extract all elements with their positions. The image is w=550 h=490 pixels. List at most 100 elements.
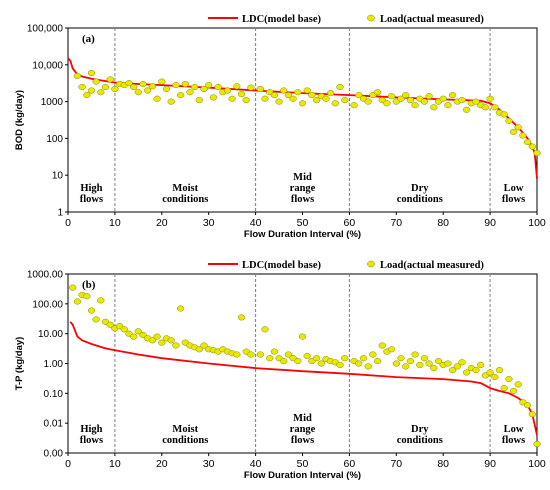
zone-label: range — [290, 183, 316, 194]
load-point — [120, 326, 128, 333]
y-tick-label: 10,000 — [32, 60, 63, 71]
load-point — [73, 72, 82, 79]
load-point — [448, 367, 457, 374]
load-point — [500, 385, 508, 392]
load-point — [509, 128, 518, 135]
load-point — [237, 91, 246, 98]
zone-label: flows — [80, 435, 103, 446]
load-point — [186, 89, 194, 96]
load-point — [500, 111, 508, 118]
x-tick-label: 90 — [484, 458, 496, 470]
load-point — [162, 85, 171, 93]
load-point — [130, 333, 138, 340]
load-point — [448, 92, 457, 99]
load-point — [533, 149, 541, 157]
load-point — [125, 79, 133, 87]
load-point — [387, 346, 396, 353]
load-point — [87, 307, 96, 314]
load-point — [528, 411, 536, 418]
load-point — [294, 89, 302, 96]
load-point — [233, 83, 241, 90]
load-point — [486, 95, 494, 102]
x-tick-label: 100 — [528, 458, 546, 470]
x-tick-label: 30 — [203, 458, 215, 470]
load-point — [261, 326, 269, 333]
load-point — [167, 337, 175, 344]
x-tick-label: 0 — [65, 217, 71, 229]
load-point — [523, 402, 532, 409]
load-point — [312, 97, 321, 104]
load-point — [406, 97, 415, 104]
x-tick-label: 30 — [203, 217, 215, 229]
legend-ldc-label: LDC(model base) — [242, 14, 322, 25]
load-point — [303, 87, 311, 94]
load-point — [355, 360, 363, 367]
zone-label: Moist — [172, 183, 198, 194]
load-point — [153, 333, 161, 340]
legend-load-label: Load(actual measured) — [380, 260, 484, 271]
zone-label: flows — [502, 194, 525, 205]
load-point — [69, 284, 77, 291]
load-point — [176, 305, 185, 312]
load-point — [444, 360, 452, 367]
load-point — [462, 106, 471, 113]
zone-label: flows — [502, 435, 525, 446]
x-tick-label: 70 — [390, 217, 402, 229]
load-point — [228, 95, 236, 102]
load-point — [167, 98, 175, 105]
y-tick-label: 100,000 — [27, 24, 64, 35]
load-point — [289, 95, 297, 102]
load-point — [472, 98, 480, 105]
y-tick-label: 1000 — [41, 97, 64, 108]
load-point — [298, 100, 307, 107]
zone-label: conditions — [162, 435, 208, 446]
zone-label: Moist — [172, 424, 198, 435]
panel-label: (b) — [82, 279, 96, 291]
load-point — [200, 342, 208, 349]
load-point — [425, 360, 433, 367]
load-point — [247, 84, 255, 91]
load-point — [364, 98, 372, 105]
x-tick-label: 40 — [250, 217, 262, 229]
load-point — [242, 97, 250, 104]
chart-panel-b: 0.00 0.01 0.10 1.00 10.00 100.00 1000.00 0 10 20 3… — [14, 260, 546, 481]
y-tick-label: 1 — [57, 208, 63, 219]
load-point — [364, 363, 372, 370]
load-point — [341, 355, 349, 362]
y-tick-label: 10.00 — [38, 329, 63, 340]
load-point — [205, 82, 213, 89]
load-point — [523, 138, 532, 146]
load-point — [378, 342, 386, 349]
load-point — [312, 355, 321, 362]
x-tick-label: 80 — [437, 217, 449, 229]
x-axis-label: Flow Duration Interval (%) — [244, 470, 361, 481]
zone-label: Mid — [293, 413, 312, 424]
y-axis-label: BOD (kg/day) — [14, 90, 25, 150]
y-tick-label: 0.00 — [44, 449, 64, 460]
load-point — [303, 352, 311, 359]
load-point — [308, 92, 316, 99]
load-point — [158, 339, 166, 346]
y-tick-label: 1000.00 — [27, 270, 64, 281]
load-point — [144, 87, 152, 94]
load-point — [87, 87, 96, 94]
load-point — [200, 85, 208, 93]
zone-label: Low — [504, 183, 524, 194]
load-point — [106, 76, 114, 83]
load-point — [237, 314, 246, 321]
zone-label: Mid — [293, 172, 312, 183]
load-point — [481, 104, 490, 111]
load-point — [134, 328, 142, 335]
zone-label: range — [290, 424, 316, 435]
load-point — [462, 369, 471, 376]
load-point — [97, 297, 105, 304]
load-point — [73, 298, 82, 305]
load-point — [434, 358, 443, 365]
y-axis-label: T-P (kg/day) — [14, 337, 25, 391]
x-tick-label: 90 — [484, 217, 496, 229]
zone-label: flows — [80, 194, 103, 205]
y-tick-label: 10 — [52, 171, 64, 182]
x-tick-label: 10 — [109, 217, 121, 229]
load-point — [317, 360, 325, 367]
load-point — [373, 358, 382, 365]
